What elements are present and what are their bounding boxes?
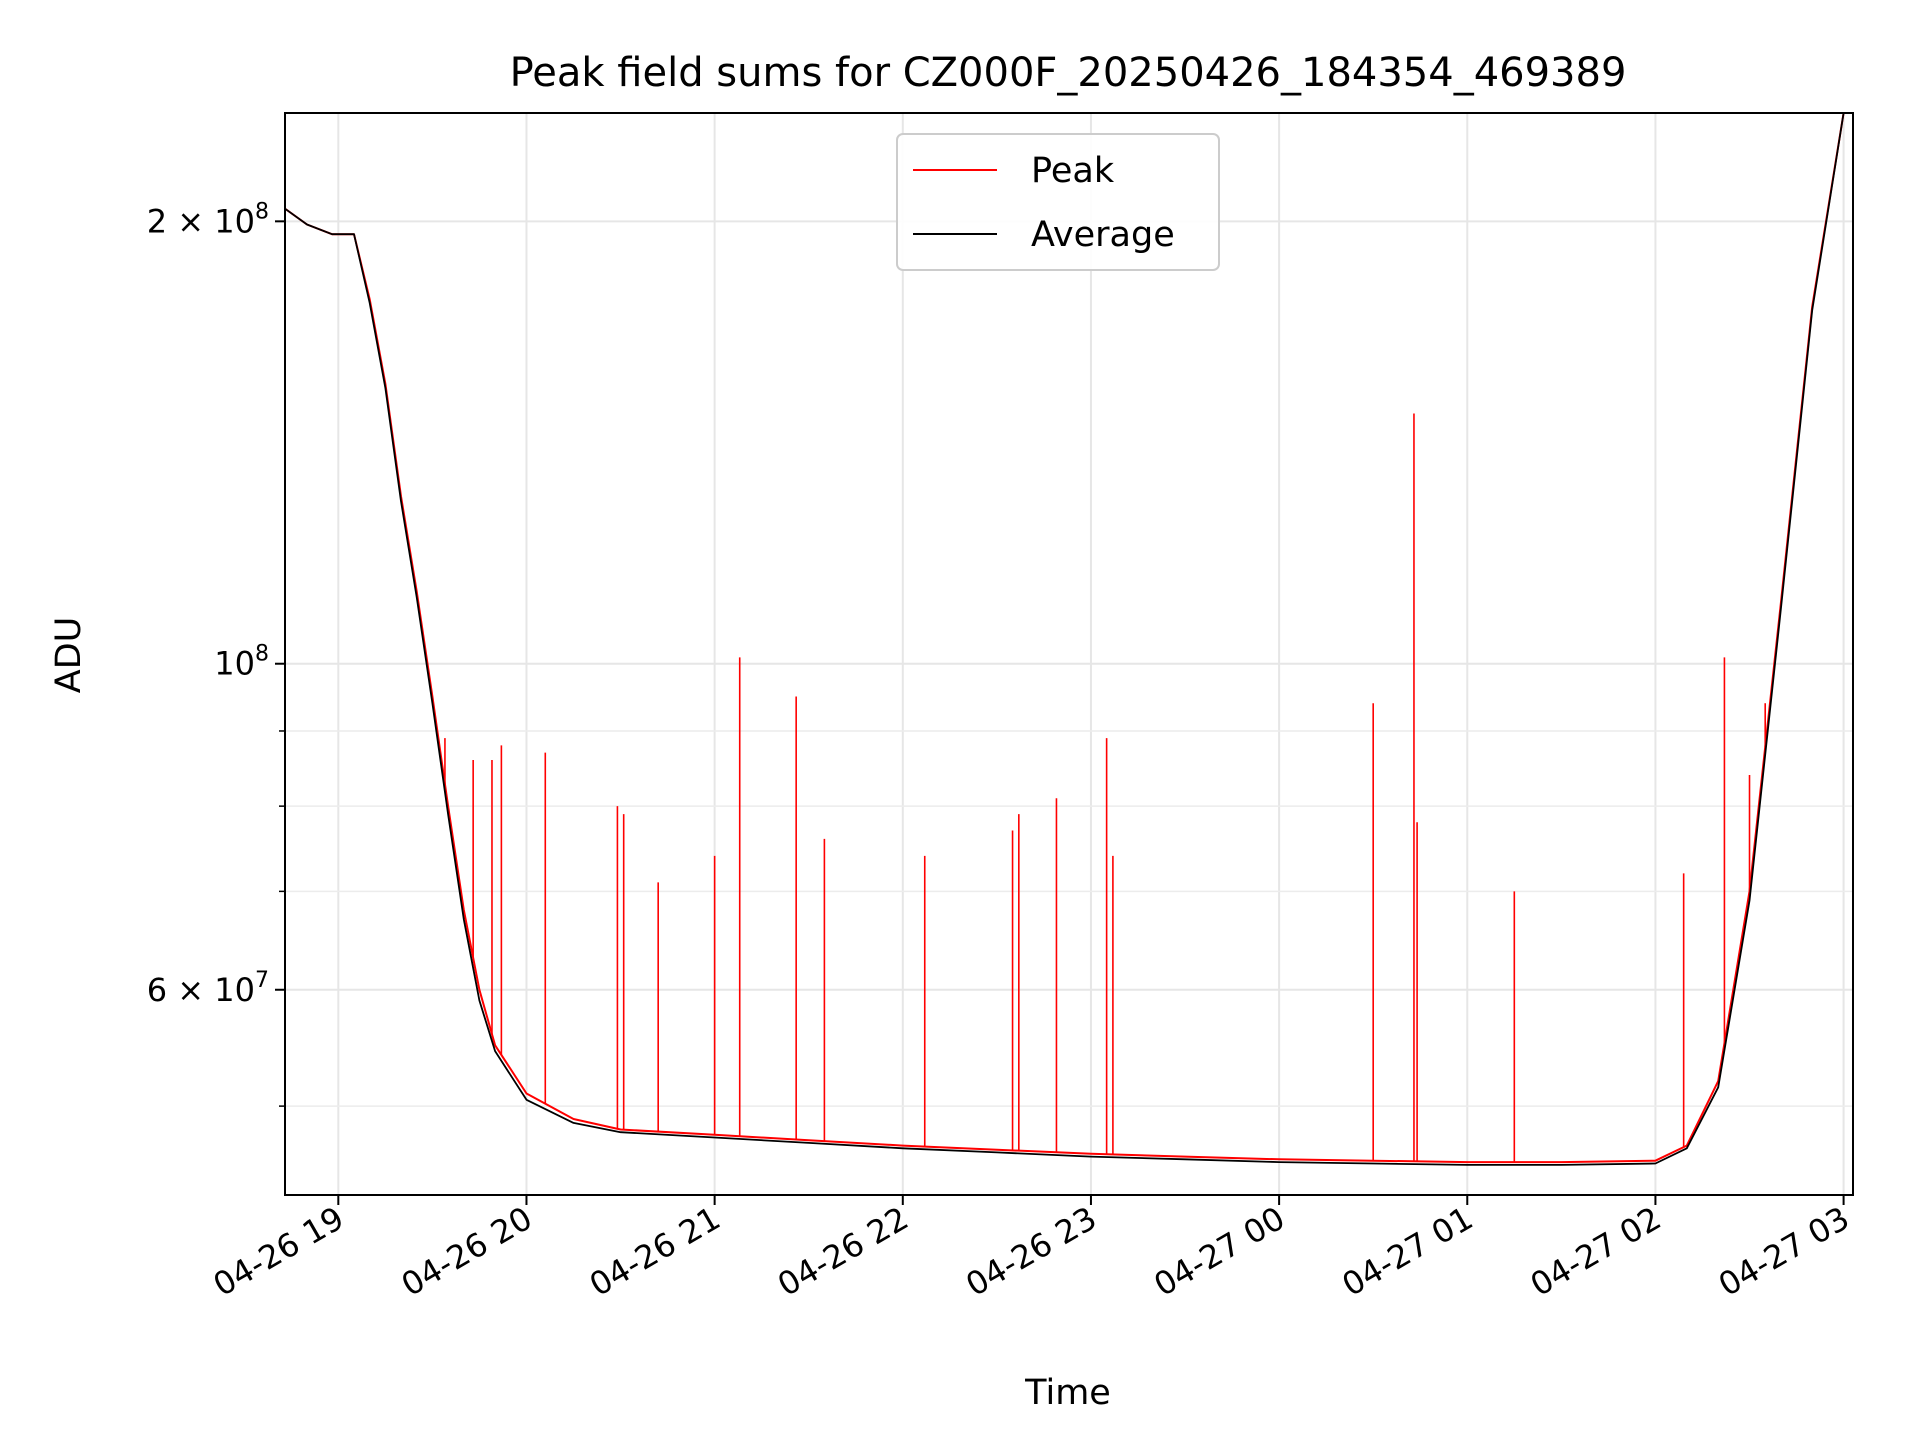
legend-label: Average xyxy=(1031,215,1175,255)
peak-spikes xyxy=(444,413,1766,1163)
y-tick-label: 2 × 108 xyxy=(147,199,269,240)
plot-area xyxy=(285,113,1845,1166)
y-tick-label: 108 xyxy=(214,642,269,683)
legend-box xyxy=(896,133,1220,271)
legend-label: Peak xyxy=(1031,151,1115,191)
average-line xyxy=(285,113,1845,1166)
legend: Peak Average xyxy=(896,133,1220,271)
y-tick-label: 6 × 107 xyxy=(147,968,269,1009)
y-axis-label: ADU xyxy=(49,617,89,694)
plot-frame xyxy=(284,112,1854,1196)
y-axis: 2 × 108 108 6 × 107 xyxy=(147,199,285,1107)
chart-title: Peak field sums for CZ000F_20250426_1843… xyxy=(510,50,1627,96)
x-axis-label: Time xyxy=(1024,1373,1111,1413)
